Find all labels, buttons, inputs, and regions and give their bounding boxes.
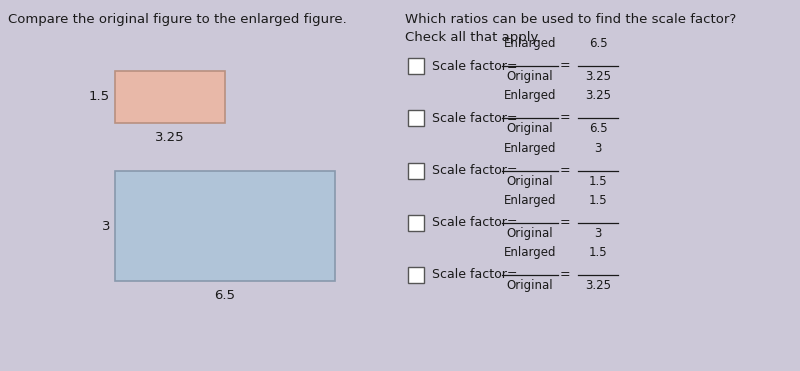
Text: Scale factor=: Scale factor= [432,269,518,282]
Text: =: = [560,59,570,72]
Bar [408,163,424,179]
Text: 3: 3 [102,220,110,233]
Text: Check all that apply.: Check all that apply. [405,31,541,44]
Text: Compare the original figure to the enlarged figure.: Compare the original figure to the enlar… [8,13,346,26]
Bar [408,215,424,231]
Text: Scale factor=: Scale factor= [432,59,518,72]
Text: Original: Original [506,122,554,135]
Text: =: = [560,164,570,177]
Text: 3: 3 [594,227,602,240]
Bar [408,58,424,74]
Bar [115,171,335,281]
Text: Original: Original [506,279,554,292]
Text: 1.5: 1.5 [589,175,607,188]
Bar [408,110,424,126]
Text: Enlarged: Enlarged [504,142,556,155]
Text: Enlarged: Enlarged [504,89,556,102]
Text: Which ratios can be used to find the scale factor?: Which ratios can be used to find the sca… [405,13,736,26]
Text: 3: 3 [594,142,602,155]
Text: Enlarged: Enlarged [504,246,556,259]
Text: 6.5: 6.5 [589,122,607,135]
Text: Scale factor=: Scale factor= [432,164,518,177]
Text: Scale factor=: Scale factor= [432,112,518,125]
Text: Original: Original [506,175,554,188]
Text: =: = [560,217,570,230]
Text: 3.25: 3.25 [585,279,611,292]
Text: 1.5: 1.5 [589,194,607,207]
Text: Scale factor=: Scale factor= [432,217,518,230]
Text: 3.25: 3.25 [585,89,611,102]
Text: 6.5: 6.5 [214,289,235,302]
Text: Enlarged: Enlarged [504,194,556,207]
Text: =: = [560,112,570,125]
Bar [408,267,424,283]
Text: 1.5: 1.5 [89,91,110,104]
Text: 1.5: 1.5 [589,246,607,259]
Bar [115,71,225,123]
Text: 6.5: 6.5 [589,37,607,50]
Text: Enlarged: Enlarged [504,37,556,50]
Text: Original: Original [506,70,554,83]
Text: 3.25: 3.25 [585,70,611,83]
Text: 3.25: 3.25 [155,131,185,144]
Text: Original: Original [506,227,554,240]
Text: =: = [560,269,570,282]
